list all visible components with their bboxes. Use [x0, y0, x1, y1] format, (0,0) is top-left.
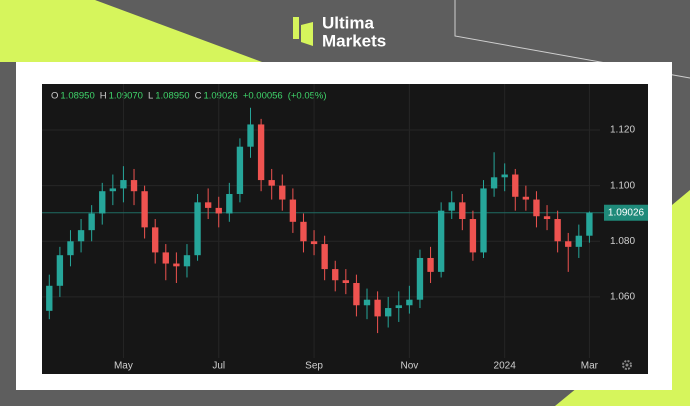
candle-body [289, 199, 297, 222]
candle-body [46, 285, 53, 311]
candle-body [332, 269, 339, 281]
candle-body [56, 255, 64, 286]
candle-body [226, 193, 233, 214]
plot: 1.060 1.080 1.100 1.120 May Jul Sep Nov 2024 Mar 1… [42, 84, 648, 372]
ohlc-label: H [100, 91, 107, 102]
candle-body [586, 212, 593, 236]
candle-body [109, 188, 117, 192]
y-tick-label: 1.100 [610, 180, 635, 191]
ohlc-value: +0.00056 [243, 91, 283, 102]
candle-body [236, 146, 244, 194]
candle-body [512, 174, 519, 197]
ohlc-value: 1.09026 [203, 91, 237, 102]
brand-line: Ultima [322, 13, 375, 32]
candle-body [141, 191, 148, 228]
candle-body [67, 241, 74, 256]
candle-body [427, 257, 434, 272]
x-tick-label: 2024 [494, 361, 517, 372]
ohlc-value: 1.08950 [155, 91, 189, 102]
candle-body [215, 207, 222, 214]
candle-body [194, 202, 201, 256]
candle-body [448, 202, 455, 211]
candle-body [321, 244, 328, 270]
candle-body [279, 185, 286, 200]
candle-body [501, 174, 508, 178]
candle-body [152, 227, 159, 253]
candle-body [374, 299, 381, 317]
accent-shape [0, 0, 262, 62]
x-tick-label: Jul [212, 361, 225, 372]
ohlc-value: (+0.05%) [288, 91, 327, 102]
logo-icon [301, 22, 313, 46]
candle-body [385, 308, 392, 317]
ohlc-value: 1.09070 [109, 91, 143, 102]
candle-body [77, 230, 85, 242]
candle-body [204, 202, 212, 208]
candle-body [353, 283, 360, 306]
price-badge [604, 204, 648, 221]
candle-body [437, 210, 445, 272]
candle-body [130, 180, 138, 192]
x-tick-label: May [114, 361, 133, 372]
y-tick-label: 1.060 [610, 292, 635, 303]
candle-body [120, 180, 127, 189]
candle-body [257, 124, 265, 181]
x-tick-label: Mar [581, 361, 599, 372]
candle-body [268, 180, 275, 186]
y-tick-label: 1.080 [610, 236, 635, 247]
logo-icon [293, 17, 299, 39]
ohlc-header: O 1.08950 H 1.09070 L 1.08950 C 1.09026 +0.00056… [51, 91, 327, 102]
candle-body [416, 257, 424, 300]
candle-body [480, 188, 487, 253]
candle-body [247, 124, 254, 147]
ohlc-value: 1.08950 [60, 91, 94, 102]
candle-body [533, 199, 540, 217]
logo: Ultima Markets [293, 13, 386, 50]
y-tick-label: 1.120 [610, 125, 635, 136]
candle-body [395, 305, 402, 309]
candle-body [469, 219, 477, 253]
settings-icon[interactable] [622, 360, 632, 370]
candle-body [459, 202, 466, 220]
ohlc-label: C [195, 91, 202, 102]
candle-body [575, 235, 582, 247]
candle-body [183, 255, 191, 267]
candle-body [565, 241, 572, 247]
candle-body [88, 213, 95, 231]
candle-body [99, 191, 106, 214]
brand-line: Markets [322, 31, 386, 50]
x-tick-label: Nov [400, 361, 418, 372]
candle-body [173, 263, 180, 267]
ohlc-label: O [51, 91, 58, 102]
candle-body [490, 177, 498, 189]
candle-body [300, 221, 307, 242]
candle-body [310, 241, 318, 245]
candle-body [162, 252, 169, 264]
x-tick-label: Sep [305, 361, 323, 372]
price-badge-label: 1.09026 [608, 207, 645, 218]
candle-body [554, 219, 561, 242]
candle-body [406, 299, 413, 306]
ohlc-label: L [148, 91, 153, 102]
candle-body [543, 216, 551, 220]
candle-body [522, 196, 530, 200]
candle-body [363, 299, 371, 306]
candle-body [342, 280, 350, 284]
